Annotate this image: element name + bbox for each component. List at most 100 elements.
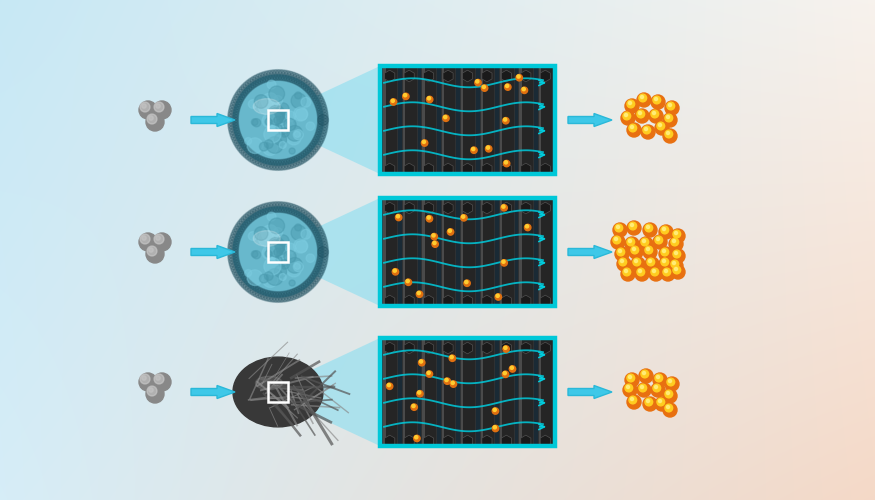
Circle shape (657, 398, 665, 406)
Circle shape (140, 234, 150, 244)
Circle shape (309, 88, 319, 99)
Circle shape (621, 111, 635, 125)
Polygon shape (404, 202, 414, 214)
Circle shape (318, 246, 328, 258)
Circle shape (506, 84, 508, 87)
Circle shape (262, 246, 276, 260)
Circle shape (274, 116, 282, 124)
Circle shape (274, 248, 282, 256)
Circle shape (231, 228, 242, 239)
Circle shape (255, 73, 266, 84)
Circle shape (139, 101, 157, 119)
Circle shape (667, 378, 675, 386)
Bar (380, 338, 555, 446)
Bar (380, 198, 555, 306)
Bar (441, 339, 456, 445)
Circle shape (286, 158, 297, 168)
Circle shape (619, 250, 621, 252)
FancyArrow shape (191, 246, 235, 258)
Circle shape (294, 263, 300, 270)
Circle shape (255, 156, 266, 167)
Circle shape (503, 160, 510, 167)
Circle shape (149, 388, 153, 392)
Circle shape (665, 130, 673, 138)
Circle shape (228, 251, 239, 262)
Circle shape (297, 208, 307, 219)
Circle shape (234, 92, 245, 102)
Circle shape (627, 100, 634, 108)
Circle shape (667, 116, 669, 118)
Circle shape (251, 251, 258, 258)
Circle shape (405, 279, 411, 285)
Bar (480, 67, 494, 173)
Circle shape (426, 371, 432, 377)
Circle shape (266, 70, 277, 81)
Circle shape (653, 384, 661, 392)
Circle shape (629, 124, 637, 132)
Circle shape (475, 80, 481, 86)
Circle shape (416, 390, 424, 397)
Polygon shape (521, 70, 531, 82)
Circle shape (411, 404, 417, 410)
Circle shape (316, 126, 327, 136)
Circle shape (388, 384, 390, 386)
Circle shape (272, 112, 281, 120)
Circle shape (263, 290, 274, 302)
Bar (500, 67, 502, 173)
Circle shape (269, 86, 284, 102)
Bar (383, 339, 386, 445)
Polygon shape (482, 342, 492, 354)
Circle shape (234, 224, 245, 234)
Circle shape (275, 160, 285, 170)
Circle shape (645, 128, 648, 130)
Circle shape (653, 270, 655, 272)
Circle shape (285, 243, 296, 254)
Circle shape (659, 225, 673, 239)
Circle shape (228, 110, 239, 121)
Circle shape (235, 140, 247, 151)
Circle shape (615, 224, 623, 232)
Circle shape (250, 286, 261, 296)
Circle shape (233, 94, 243, 105)
Circle shape (641, 125, 655, 139)
Circle shape (655, 374, 662, 382)
Circle shape (298, 284, 310, 294)
Circle shape (248, 77, 258, 88)
Circle shape (156, 104, 160, 108)
Bar (421, 339, 436, 445)
Circle shape (241, 214, 252, 226)
Polygon shape (501, 163, 512, 175)
Bar (519, 67, 533, 173)
Circle shape (640, 386, 643, 388)
Polygon shape (521, 163, 531, 175)
Bar (499, 339, 514, 445)
Circle shape (451, 381, 457, 388)
Bar (423, 67, 424, 173)
Circle shape (667, 132, 669, 134)
Circle shape (276, 257, 282, 263)
Circle shape (316, 104, 327, 114)
Circle shape (275, 133, 287, 145)
Circle shape (312, 268, 323, 280)
Circle shape (268, 112, 279, 124)
Circle shape (406, 280, 410, 282)
Circle shape (266, 202, 277, 213)
Circle shape (237, 219, 248, 230)
Bar (421, 67, 436, 173)
Circle shape (476, 80, 479, 83)
Circle shape (279, 248, 285, 254)
Circle shape (639, 237, 653, 251)
Circle shape (229, 128, 241, 138)
Circle shape (228, 242, 239, 253)
Circle shape (639, 384, 647, 392)
Circle shape (268, 92, 276, 100)
Circle shape (318, 244, 328, 254)
Circle shape (627, 374, 634, 382)
Circle shape (253, 155, 263, 166)
Bar (538, 67, 553, 173)
Circle shape (635, 267, 649, 281)
Circle shape (287, 130, 301, 145)
Circle shape (262, 114, 276, 128)
Circle shape (147, 386, 157, 396)
Circle shape (502, 371, 508, 378)
